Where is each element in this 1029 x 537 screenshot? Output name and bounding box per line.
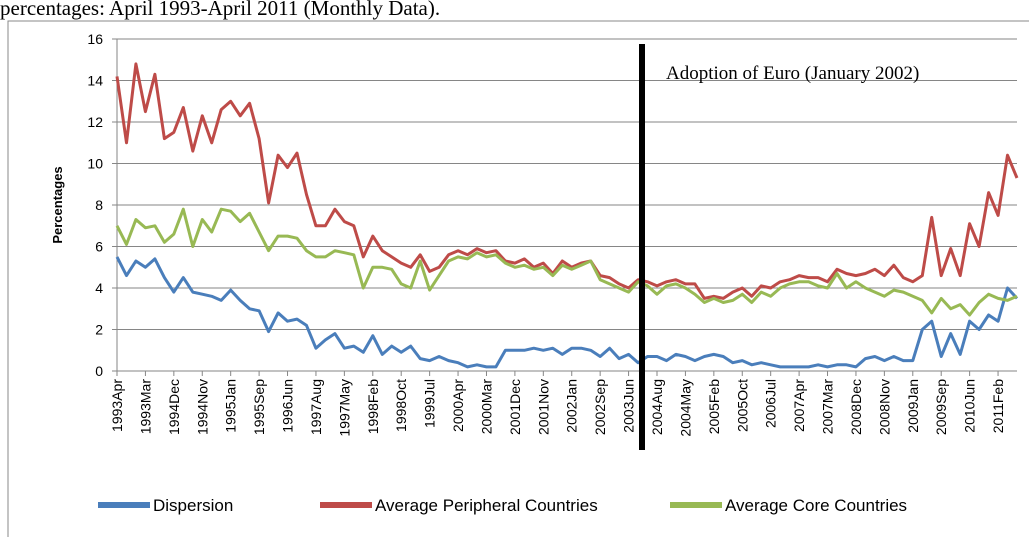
x-tick-label: 1994Dec: [166, 379, 182, 435]
annotation: Adoption of Euro (January 2002): [666, 63, 919, 84]
x-tick-label: 1993Apr: [109, 379, 125, 432]
y-tick-label: 10: [87, 156, 103, 172]
y-axis-label: Percentages: [50, 166, 65, 243]
x-tick-label: 2000Mar: [478, 379, 494, 435]
x-tick-label: 2007Mar: [820, 379, 836, 435]
series-line: [115, 62, 1019, 300]
x-tick-label: 2000Apr: [450, 379, 466, 432]
y-tick-label: 14: [87, 73, 103, 89]
x-tick-label: 2005Feb: [706, 379, 722, 434]
x-tick-label: 1998Oct: [393, 379, 409, 432]
x-tick-label: 2002Jan: [564, 379, 580, 433]
x-tick-label: 1998Feb: [365, 379, 381, 434]
plot-area: 0 2 4 6 8 10 12 14 16 1993Apr 1993Mar 1994Dec 1994No…: [87, 31, 1019, 437]
x-tick-label: 2011Feb: [990, 379, 1006, 433]
y-tick-label: 16: [87, 31, 103, 47]
y-tick-label: 8: [95, 197, 103, 213]
x-tick-label: 2001Dec: [507, 379, 523, 435]
x-tick-label: 2005Oct: [734, 379, 750, 432]
x-tick-label: 1997May: [336, 379, 352, 437]
x-tick-label: 1994Nov: [194, 379, 210, 435]
x-tick-label: 2002Sep: [592, 379, 608, 435]
x-tick-label: 1995Jan: [223, 379, 239, 433]
chart-title: percentages: April 1993-April 2011 (Mont…: [0, 0, 440, 20]
x-tick-label: 2008Dec: [848, 379, 864, 435]
x-tick-label: 2007Apr: [791, 379, 807, 432]
x-tick-label: 2010Jun: [962, 379, 978, 433]
y-tick-label: 2: [95, 322, 103, 338]
series-line: [115, 207, 1018, 317]
x-tick-label: 2009Jan: [905, 379, 921, 433]
x-tick-label: 2004May: [677, 379, 693, 437]
x-tick-label: 2003Jun: [621, 379, 637, 433]
x-tick-label: 2006Jul: [763, 379, 779, 428]
y-tick-label: 6: [95, 239, 103, 255]
x-tick-label: 2004Aug: [649, 379, 665, 435]
x-tick-label: 2008Nov: [876, 379, 892, 435]
x-tick-label: 1995Sep: [251, 379, 267, 435]
legend-label: Dispersion: [153, 496, 233, 515]
title-band: [0, 0, 1029, 20]
legend-label: Average Core Countries: [725, 496, 907, 515]
x-tick-label: 1993Mar: [137, 379, 153, 435]
series-line: [115, 256, 1019, 369]
x-tick-label: 1997Aug: [308, 379, 324, 435]
y-tick-label: 12: [87, 114, 103, 130]
x-tick-label: 1999Jul: [422, 379, 438, 428]
x-tick-label: 2009Sep: [933, 379, 949, 435]
x-tick-label: 2001Nov: [535, 379, 551, 435]
legend-label: Average Peripheral Countries: [375, 496, 598, 515]
x-tick-label: 1996Jun: [280, 379, 296, 433]
chart-frame: [7, 20, 1029, 537]
y-tick-label: 4: [95, 280, 103, 296]
y-tick-label: 0: [95, 363, 103, 379]
